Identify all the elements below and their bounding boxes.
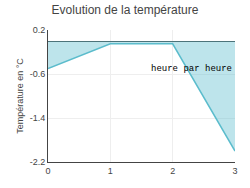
svg-text:-0.6: -0.6 [30, 69, 46, 79]
svg-text:0: 0 [45, 166, 50, 176]
svg-text:3: 3 [232, 166, 237, 176]
svg-text:Evolution de la température: Evolution de la température [52, 3, 199, 17]
svg-text:2: 2 [170, 166, 175, 176]
svg-text:1: 1 [108, 166, 113, 176]
svg-text:Température en °C: Température en °C [15, 58, 25, 134]
svg-text:heure par heure: heure par heure [151, 64, 232, 74]
svg-text:-2.2: -2.2 [30, 157, 46, 167]
svg-text:0.2: 0.2 [33, 25, 46, 35]
svg-text:-1.4: -1.4 [30, 113, 46, 123]
